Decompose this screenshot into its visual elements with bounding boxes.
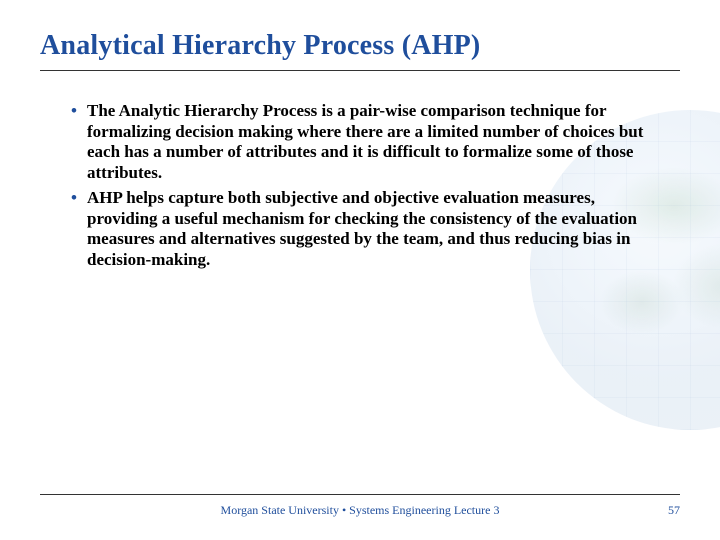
- footer-line: Morgan State University • Systems Engine…: [40, 503, 680, 518]
- footer-rule: [40, 494, 680, 495]
- bullet-item: The Analytic Hierarchy Process is a pair…: [75, 101, 665, 184]
- slide-title: Analytical Hierarchy Process (AHP): [40, 30, 680, 68]
- title-region: Analytical Hierarchy Process (AHP): [0, 0, 720, 71]
- page-number: 57: [668, 503, 680, 518]
- footer-region: Morgan State University • Systems Engine…: [40, 494, 680, 518]
- bullet-item: AHP helps capture both subjective and ob…: [75, 188, 665, 271]
- slide: Analytical Hierarchy Process (AHP) The A…: [0, 0, 720, 540]
- content-region: The Analytic Hierarchy Process is a pair…: [0, 71, 720, 271]
- footer-center-text: Morgan State University • Systems Engine…: [40, 503, 680, 518]
